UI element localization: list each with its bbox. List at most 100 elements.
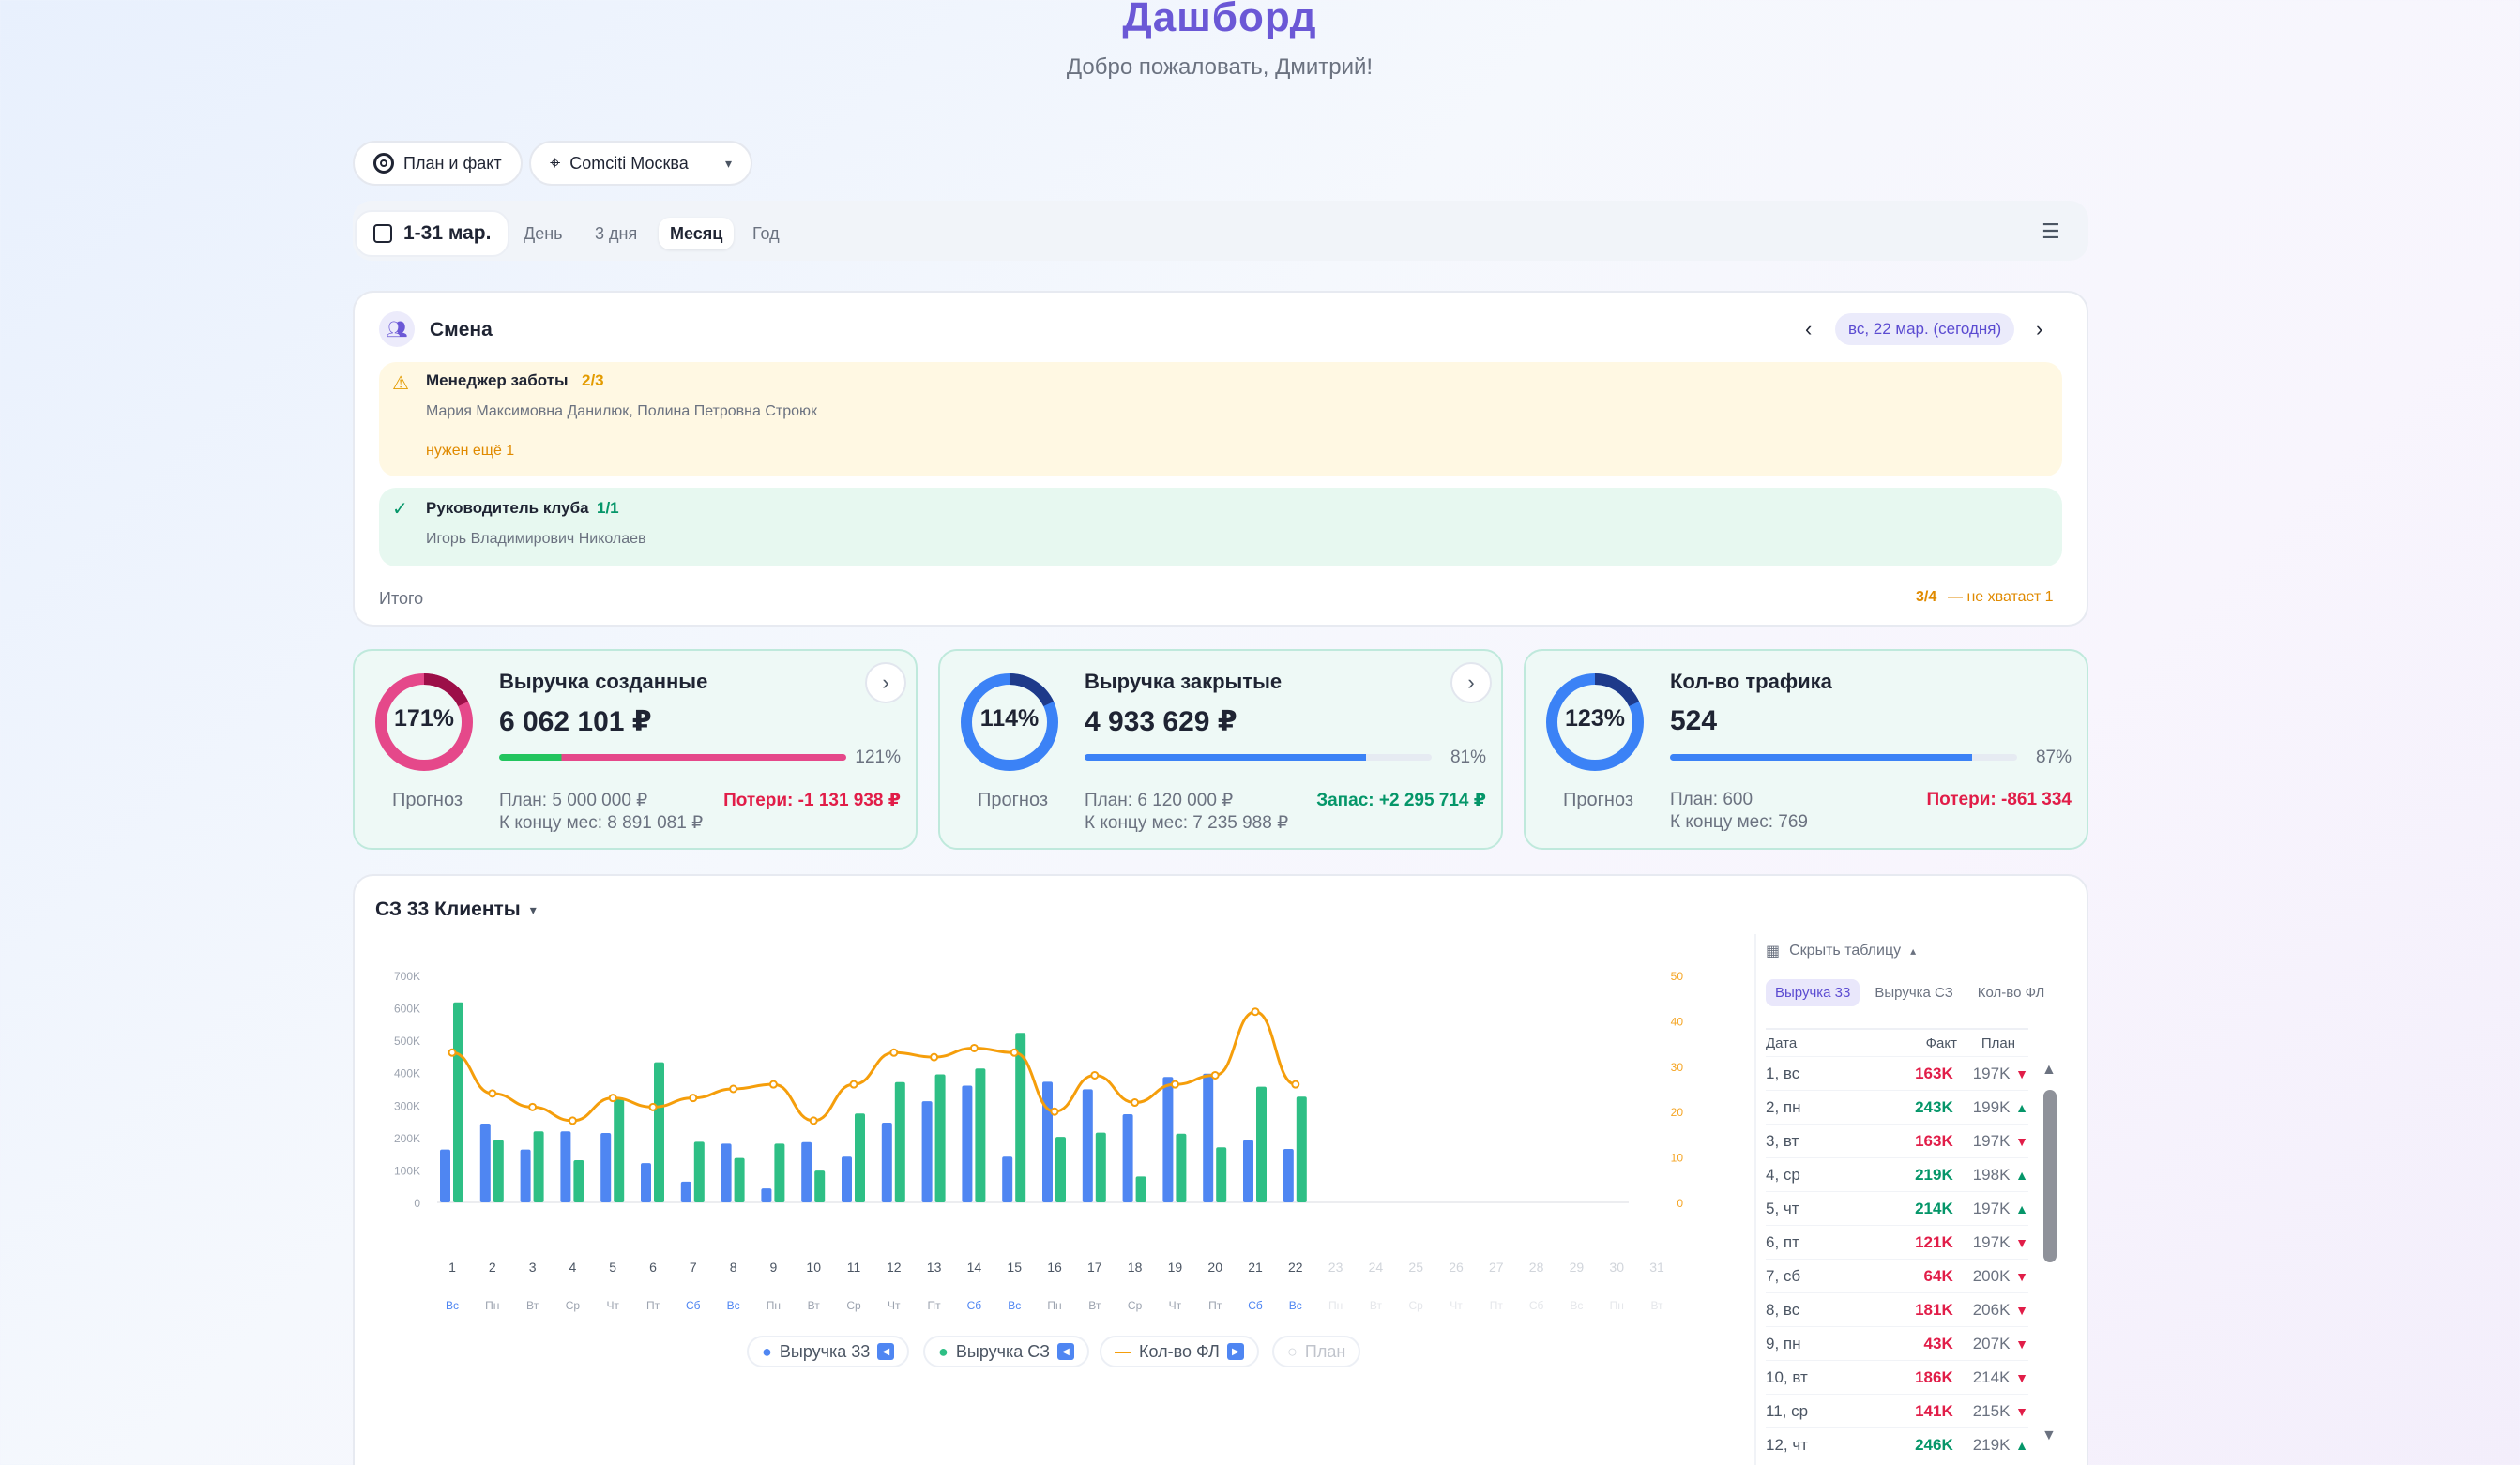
tab-revenue-33[interactable]: Выручка 33 [1766, 979, 1860, 1006]
scrollbar-thumb[interactable] [2043, 1090, 2057, 1262]
x-tick-day: 23 [1328, 1260, 1343, 1275]
arrow-down-icon: ▼ [2015, 1403, 2028, 1419]
y-left-tick: 300K [394, 1099, 420, 1112]
chevron-right-icon[interactable]: › [2036, 317, 2043, 340]
bar-revenue-33 [560, 1131, 571, 1202]
x-tick-weekday: Вс [1570, 1299, 1583, 1312]
shift-total-note: — не хватает 1 [1948, 589, 2054, 605]
date-range-picker[interactable]: 1-31 мар. [355, 210, 510, 257]
legend-plan[interactable]: ○ План [1272, 1336, 1361, 1367]
point-count-fl [849, 1080, 858, 1089]
x-tick-day: 26 [1449, 1260, 1464, 1275]
legend-revenue-33[interactable]: ● Выручка 33 ◀ [747, 1336, 910, 1367]
x-tick-weekday: Вс [1289, 1299, 1302, 1312]
table-row: 12, чт 246K 219K ▲ [1766, 1427, 2028, 1461]
period-year[interactable]: Год [752, 223, 780, 243]
scroll-down-arrow[interactable]: ▼ [2042, 1427, 2057, 1443]
club-select[interactable]: ⌖ Comciti Москва ▾ [529, 141, 752, 186]
plan-fact-chip[interactable]: План и факт [353, 141, 523, 186]
x-tick-weekday: Пн [767, 1299, 781, 1312]
shift-total-value: 3/4 [1916, 589, 1937, 605]
x-tick-day: 17 [1087, 1260, 1102, 1275]
row-plan: 214K [1972, 1367, 2011, 1386]
x-tick-weekday: Пн [1047, 1299, 1061, 1312]
point-count-fl [1131, 1098, 1140, 1108]
row-date: 6, пт [1766, 1232, 1799, 1251]
y-left-tick: 200K [394, 1132, 420, 1145]
kpi-value: 4 933 629 ₽ [1085, 706, 1237, 737]
role-people: Мария Максимовна Данилюк, Полина Петровн… [426, 403, 818, 419]
point-count-fl [1050, 1107, 1059, 1116]
bar-revenue-33 [761, 1188, 772, 1202]
scroll-up-arrow[interactable]: ▲ [2042, 1062, 2057, 1078]
row-date: 3, вт [1766, 1131, 1799, 1150]
row-fact: 243K [1915, 1097, 1953, 1116]
kpi-open-button[interactable]: › [1450, 662, 1492, 703]
x-tick-day: 25 [1408, 1260, 1423, 1275]
bar-revenue-33 [440, 1149, 450, 1202]
tab-count-fl[interactable]: Кол-во ФЛ [1977, 985, 2045, 1001]
row-fact: 43K [1923, 1334, 1953, 1352]
chart-select[interactable]: СЗ 33 Клиенты ▾ [375, 899, 537, 921]
bar-revenue-33 [641, 1163, 651, 1202]
role-note: нужен ещё 1 [426, 443, 515, 459]
kpi-name: Кол-во трафика [1670, 670, 1832, 693]
table-row: 6, пт 121K 197K ▼ [1766, 1225, 2028, 1259]
x-tick-day: 14 [967, 1260, 982, 1275]
page-title: Дашборд [1122, 0, 1317, 40]
kpi-progress-fill [1670, 754, 1972, 761]
kpi-value: 6 062 101 ₽ [499, 706, 652, 737]
x-tick-day: 21 [1248, 1260, 1263, 1275]
role-name: Руководитель клуба [426, 499, 589, 517]
filter-sliders-icon[interactable]: ☰ [2042, 219, 2060, 243]
bar-revenue-33 [1002, 1156, 1013, 1202]
period-month[interactable]: Месяц [659, 218, 735, 249]
kpi-traffic: 123% Прогноз Кол-во трафика 524 87% План: 600… [1524, 649, 2088, 850]
hide-table-toggle[interactable]: ▦ Скрыть таблицу ▴ [1766, 942, 1916, 960]
legend-label: Кол-во ФЛ [1139, 1341, 1220, 1361]
shift-date[interactable]: вс, 22 мар. (сегодня) [1835, 313, 2015, 345]
kpi-value: 524 [1670, 705, 1718, 736]
bar-revenue-sz [1216, 1147, 1227, 1202]
legend-count-fl[interactable]: — Кол-во ФЛ ▶ [1100, 1336, 1259, 1367]
x-tick-weekday: Вс [446, 1299, 459, 1312]
table-row: 4, ср 219K 198K ▲ [1766, 1157, 2028, 1191]
x-tick-weekday: Пн [1610, 1299, 1624, 1312]
bar-revenue-33 [600, 1133, 612, 1202]
point-count-fl [809, 1116, 818, 1125]
bar-revenue-sz [1256, 1086, 1267, 1202]
point-count-fl [1210, 1070, 1220, 1080]
point-count-fl [1090, 1070, 1100, 1080]
row-date: 1, вс [1766, 1064, 1800, 1082]
kpi-progress-bar [1670, 754, 2017, 761]
x-tick-day: 2 [489, 1260, 496, 1275]
bar-revenue-33 [921, 1101, 933, 1202]
line-count-fl [451, 1010, 1297, 1123]
arrow-down-icon: ▼ [2015, 1336, 2028, 1352]
y-right-tick: 30 [1671, 1061, 1684, 1074]
row-date: 2, пн [1766, 1097, 1801, 1116]
point-count-fl [448, 1048, 457, 1057]
row-fact: 163K [1915, 1131, 1953, 1150]
x-tick-day: 18 [1128, 1260, 1143, 1275]
chevron-left-icon[interactable]: ‹ [1805, 317, 1813, 340]
y-left-tick: 0 [414, 1197, 420, 1210]
point-count-fl [608, 1094, 617, 1103]
table-row: 7, сб 64K 200K ▼ [1766, 1259, 2028, 1292]
bar-revenue-sz [934, 1074, 946, 1202]
axis-left-icon: ◀ [877, 1343, 895, 1360]
x-tick-weekday: Ср [1409, 1299, 1424, 1312]
kpi-open-button[interactable]: › [865, 662, 906, 703]
legend-marker: — [1115, 1341, 1131, 1361]
bar-revenue-33 [801, 1141, 812, 1202]
legend-marker: ○ [1287, 1341, 1298, 1361]
chevron-right-icon: › [1467, 671, 1475, 694]
x-tick-day: 31 [1649, 1260, 1664, 1275]
period-day[interactable]: День [524, 223, 563, 243]
shift-title: Смена [430, 319, 493, 340]
legend-revenue-sz[interactable]: ● Выручка СЗ ◀ [923, 1336, 1089, 1367]
row-plan: 198K [1972, 1165, 2011, 1184]
period-3days[interactable]: 3 дня [595, 223, 638, 243]
tab-revenue-sz[interactable]: Выручка СЗ [1875, 985, 1953, 1001]
bar-revenue-33 [962, 1085, 973, 1202]
